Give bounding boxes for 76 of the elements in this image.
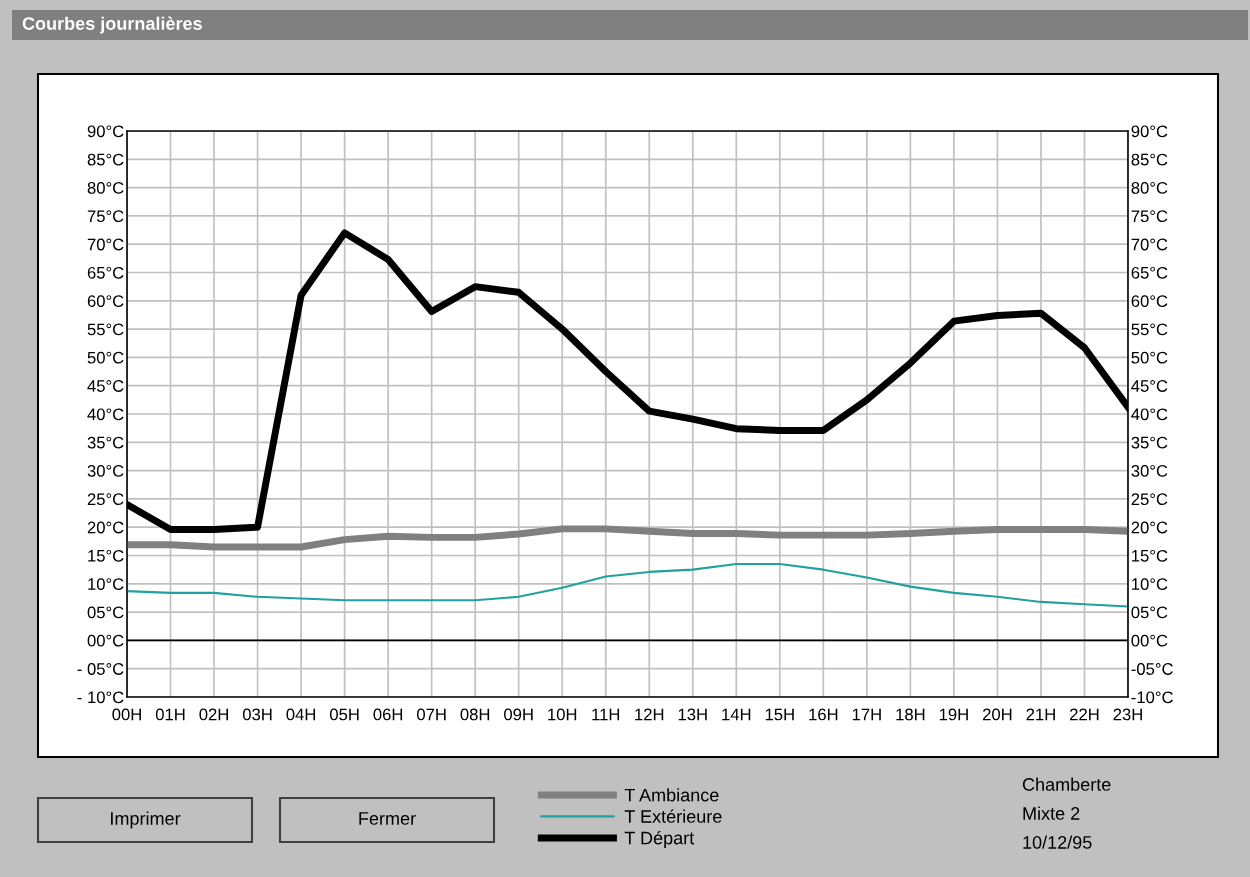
y-tick-label: 10°C [88, 578, 124, 590]
y-tick-label: 35°C [87, 436, 124, 449]
y2-tick-label: 35°C [1131, 436, 1168, 449]
x-tick-label: 03H [242, 708, 272, 721]
y-tick-label: 75°C [87, 210, 124, 223]
y-tick-label: 20°C [87, 521, 124, 534]
y2-tick-label: -05°C [1131, 663, 1173, 675]
text: Fermer [359, 812, 416, 825]
y-tick-label: 50°C [87, 351, 124, 364]
y2-tick-label: 65°C [1131, 266, 1168, 279]
x-tick-label: 22H [1070, 708, 1099, 721]
x-tick-label: 23H [1113, 708, 1142, 721]
y-tick-label: 60°C [87, 295, 124, 307]
x-tick-label: 11H [592, 708, 620, 721]
x-tick-label: 01H [155, 708, 185, 721]
y2-tick-label: 50°C [1131, 351, 1168, 364]
y2-tick-label: 90°C [1131, 125, 1168, 138]
legend-label: T Ambiance [624, 788, 719, 802]
x-tick-label: 18H [896, 708, 925, 721]
y-tick-label: 45°C [87, 380, 124, 392]
legend-label: T Extérieure [624, 809, 722, 823]
y-tick-label: 90°C [87, 125, 124, 138]
y2-tick-label: 30°C [1131, 465, 1168, 477]
y-tick-label: - 05°C [77, 663, 124, 675]
y2-tick-label: 40°C [1131, 408, 1168, 421]
y2-tick-label: 45°C [1131, 380, 1168, 392]
y2-tick-label: 15°C [1132, 549, 1168, 562]
y2-tick-label: 05°C [1131, 606, 1168, 619]
text: Imprimer [111, 811, 181, 829]
text: Chamberte [1022, 777, 1111, 791]
x-tick-label: 19H [939, 708, 968, 721]
y-tick-label: 85°C [87, 153, 124, 166]
y2-tick-label: 25°C [1131, 493, 1168, 506]
x-tick-label: 05H [329, 708, 359, 721]
x-tick-label: 06H [373, 708, 403, 721]
y2-tick-label: 70°C [1131, 238, 1168, 251]
x-tick-label: 14H [722, 708, 751, 721]
x-tick-label: 13H [678, 708, 707, 721]
x-tick-label: 07H [417, 708, 446, 721]
y-tick-label: 00°C [87, 634, 124, 647]
text: Mixte 2 [1023, 806, 1080, 820]
y2-tick-label: -10°C [1131, 691, 1173, 704]
y2-tick-label: 85°C [1131, 153, 1168, 166]
text: 10/12/95 [1023, 835, 1092, 849]
y-tick-label: 40°C [87, 408, 124, 421]
x-tick-label: 09H [504, 708, 533, 721]
y-tick-label: 65°C [87, 266, 124, 279]
y2-tick-label: 80°C [1131, 182, 1168, 194]
y-tick-label: 80°C [87, 182, 124, 194]
x-tick-label: 17H [852, 708, 881, 721]
x-tick-label: 00H [112, 708, 141, 721]
y2-tick-label: 60°C [1131, 295, 1168, 307]
chart-title: Courbes journalières [22, 16, 202, 34]
y-tick-label: 15°C [88, 549, 124, 562]
legend-label: T Départ [624, 830, 695, 848]
x-tick-label: 21H [1026, 708, 1055, 721]
x-tick-label: 04H [286, 708, 316, 721]
x-tick-label: 10H [548, 708, 577, 721]
x-tick-label: 16H [809, 708, 838, 721]
y-tick-label: 05°C [87, 606, 124, 619]
x-tick-label: 02H [199, 708, 228, 721]
y-tick-label: 25°C [87, 493, 124, 506]
x-tick-label: 15H [765, 708, 794, 721]
y2-tick-label: 75°C [1131, 210, 1168, 223]
y2-tick-label: 00°C [1131, 634, 1168, 647]
x-tick-label: 08H [460, 708, 490, 721]
y2-tick-label: 10°C [1132, 578, 1168, 590]
y-tick-label: 55°C [87, 323, 124, 336]
y-tick-label: 70°C [87, 238, 124, 251]
y2-tick-label: 20°C [1131, 521, 1168, 534]
y-tick-label: - 10°C [77, 691, 124, 704]
y2-tick-label: 55°C [1131, 323, 1168, 336]
x-tick-label: 12H [635, 708, 664, 721]
x-tick-label: 20H [982, 708, 1012, 721]
y-tick-label: 30°C [87, 465, 124, 477]
line-series [127, 562, 1128, 608]
